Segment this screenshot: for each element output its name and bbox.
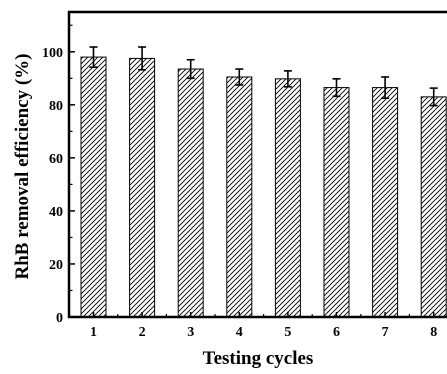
bar-3	[177, 68, 204, 318]
x-tick-label-7: 7	[382, 325, 389, 340]
y-tick-label-20: 20	[49, 258, 63, 273]
bar-5	[274, 78, 301, 318]
bar-6	[323, 87, 350, 318]
bars-layer	[80, 56, 447, 318]
x-tick-label-8: 8	[430, 325, 437, 340]
y-axis-ticks: 0 20 40 60 80 100	[42, 24, 75, 326]
bar-2	[129, 57, 156, 318]
x-tick-label-1: 1	[90, 325, 97, 340]
x-tick-label-4: 4	[236, 325, 243, 340]
y-tick-label-0: 0	[56, 311, 63, 326]
x-tick-label-6: 6	[333, 325, 340, 340]
bar-7	[372, 87, 399, 318]
bar-4	[226, 76, 253, 318]
x-tick-label-3: 3	[187, 325, 194, 340]
error-bars-layer	[89, 46, 438, 107]
bar-8	[420, 96, 447, 318]
y-tick-label-60: 60	[49, 152, 63, 167]
x-axis-title: Testing cycles	[203, 348, 314, 369]
y-axis-title: RhB removal efficiency (%)	[12, 53, 33, 279]
x-axis-ticks: 1 2 3 4 5 6 7 8	[90, 312, 437, 340]
x-tick-label-5: 5	[284, 325, 291, 340]
bar-1	[80, 56, 107, 318]
y-tick-label-100: 100	[42, 46, 63, 61]
y-tick-label-80: 80	[49, 99, 63, 114]
y-tick-label-40: 40	[49, 205, 63, 220]
x-tick-label-2: 2	[139, 325, 146, 340]
